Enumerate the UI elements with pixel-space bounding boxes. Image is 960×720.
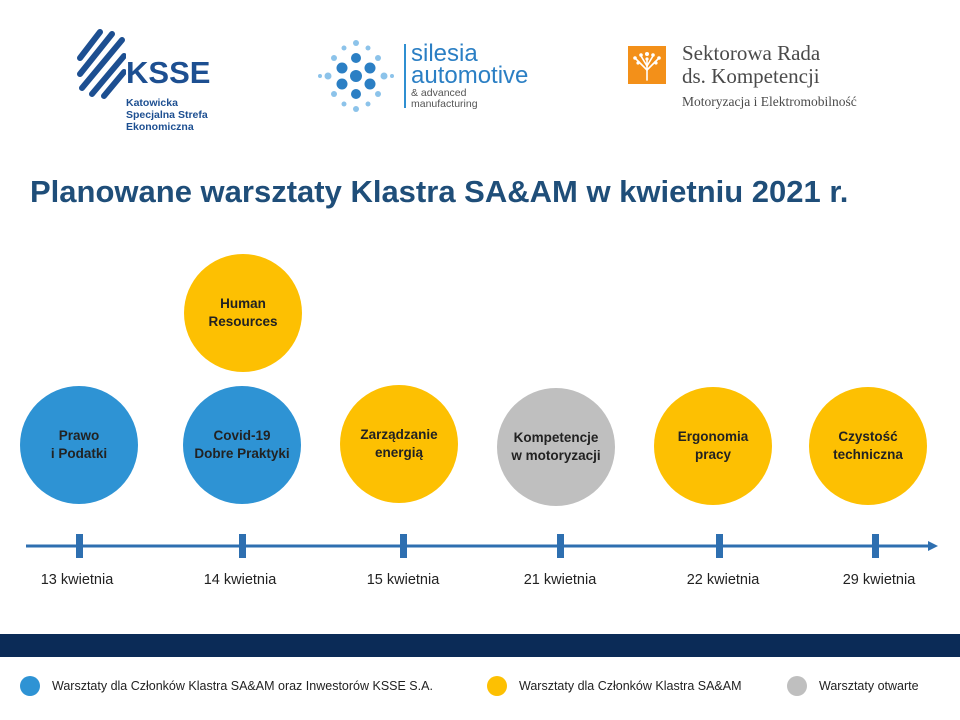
workshop-circle-ergonomia: Ergonomia pracy: [654, 387, 772, 505]
ksse-stripes-icon: [77, 29, 126, 99]
workshop-circle-czystosc: Czystość techniczna: [809, 387, 927, 505]
timeline-tick: [400, 534, 407, 558]
silesia-logo-line2: automotive: [411, 62, 529, 89]
ksse-subtitle-line: Specjalna Strefa: [126, 109, 208, 121]
workshop-label: Kompetencje w motoryzacji: [511, 430, 601, 463]
workshop-circle-human-resources: Human Resources: [184, 254, 302, 372]
legend-dot-blue: [20, 676, 40, 696]
legend-text: Warsztaty dla Członków Klastra SA&AM: [519, 679, 742, 693]
date-label: 14 kwietnia: [203, 572, 277, 588]
timeline-axis: [26, 534, 938, 558]
legend-item-blue: Warsztaty dla Członków Klastra SA&AM ora…: [20, 676, 433, 696]
timeline-tick: [557, 534, 564, 558]
timeline-tick: [872, 534, 879, 558]
legend-text: Warsztaty otwarte: [819, 679, 919, 693]
legend-item-yellow: Warsztaty dla Członków Klastra SA&AM: [487, 676, 742, 696]
srk-logo-line3: Motoryzacja i Elektromobilność: [682, 94, 857, 109]
legend-item-gray: Warsztaty otwarte: [787, 676, 919, 696]
timeline-tick: [716, 534, 723, 558]
date-label: 13 kwietnia: [40, 572, 114, 588]
silesia-logo-divider: [404, 44, 406, 108]
timeline-tick: [76, 534, 83, 558]
legend-text: Warsztaty dla Członków Klastra SA&AM ora…: [52, 679, 433, 693]
silesia-logo-line1: silesia: [411, 40, 478, 67]
workshop-label: Human Resources: [208, 296, 278, 329]
workshop-circle-prawo: Prawo i Podatki: [20, 386, 138, 504]
silesia-automotive-logo: silesia automotive & advanced manufactur…: [316, 36, 556, 116]
date-label: 29 kwietnia: [842, 572, 916, 588]
sektorowa-rada-logo: Sektorowa Rada ds. Kompetencji Motoryzac…: [628, 42, 928, 122]
srk-tree-icon: [628, 46, 666, 84]
srk-logo-line1: Sektorowa Rada: [682, 41, 821, 65]
silesia-logo-line3: & advanced manufacturing: [411, 88, 478, 110]
workshop-circle-kompetencje: Kompetencje w motoryzacji: [497, 388, 615, 506]
timeline-arrowhead: [928, 541, 938, 551]
legend-dot-yellow: [487, 676, 507, 696]
date-label: 22 kwietnia: [686, 572, 760, 588]
workshop-label: Czystość techniczna: [833, 429, 903, 462]
date-label: 15 kwietnia: [366, 572, 440, 588]
workshop-label: Ergonomia pracy: [677, 429, 749, 462]
workshop-circle-covid: Covid-19 Dobre Praktyki: [183, 386, 301, 504]
ksse-subtitle-line: Ekonomiczna: [126, 121, 194, 133]
legend-dot-gray: [787, 676, 807, 696]
date-label: 21 kwietnia: [523, 572, 597, 588]
silesia-logo-line3a: & advanced: [411, 87, 467, 99]
silesia-logo-line3b: manufacturing: [411, 98, 478, 110]
page-title: Planowane warsztaty Klastra SA&AM w kwie…: [30, 174, 849, 209]
ksse-logo: KSSE Katowicka Specjalna Strefa Ekonomic…: [76, 28, 226, 133]
workshop-label: Prawo i Podatki: [50, 428, 108, 461]
srk-logo-line2: ds. Kompetencji: [682, 64, 820, 88]
footer-band: [0, 634, 960, 657]
timeline-tick: [239, 534, 246, 558]
workshop-circle-zarzadzanie-energia: Zarządzanie energią: [340, 385, 458, 503]
ksse-logo-subtitle: Katowicka Specjalna Strefa Ekonomiczna: [126, 97, 236, 133]
workshop-label: Zarządzanie energią: [360, 427, 438, 460]
ksse-logo-wordmark: KSSE: [126, 55, 211, 90]
ksse-subtitle-line: Katowicka: [126, 97, 178, 109]
silesia-dots-icon: [318, 40, 394, 112]
workshop-label: Covid-19 Dobre Praktyki: [194, 428, 290, 461]
